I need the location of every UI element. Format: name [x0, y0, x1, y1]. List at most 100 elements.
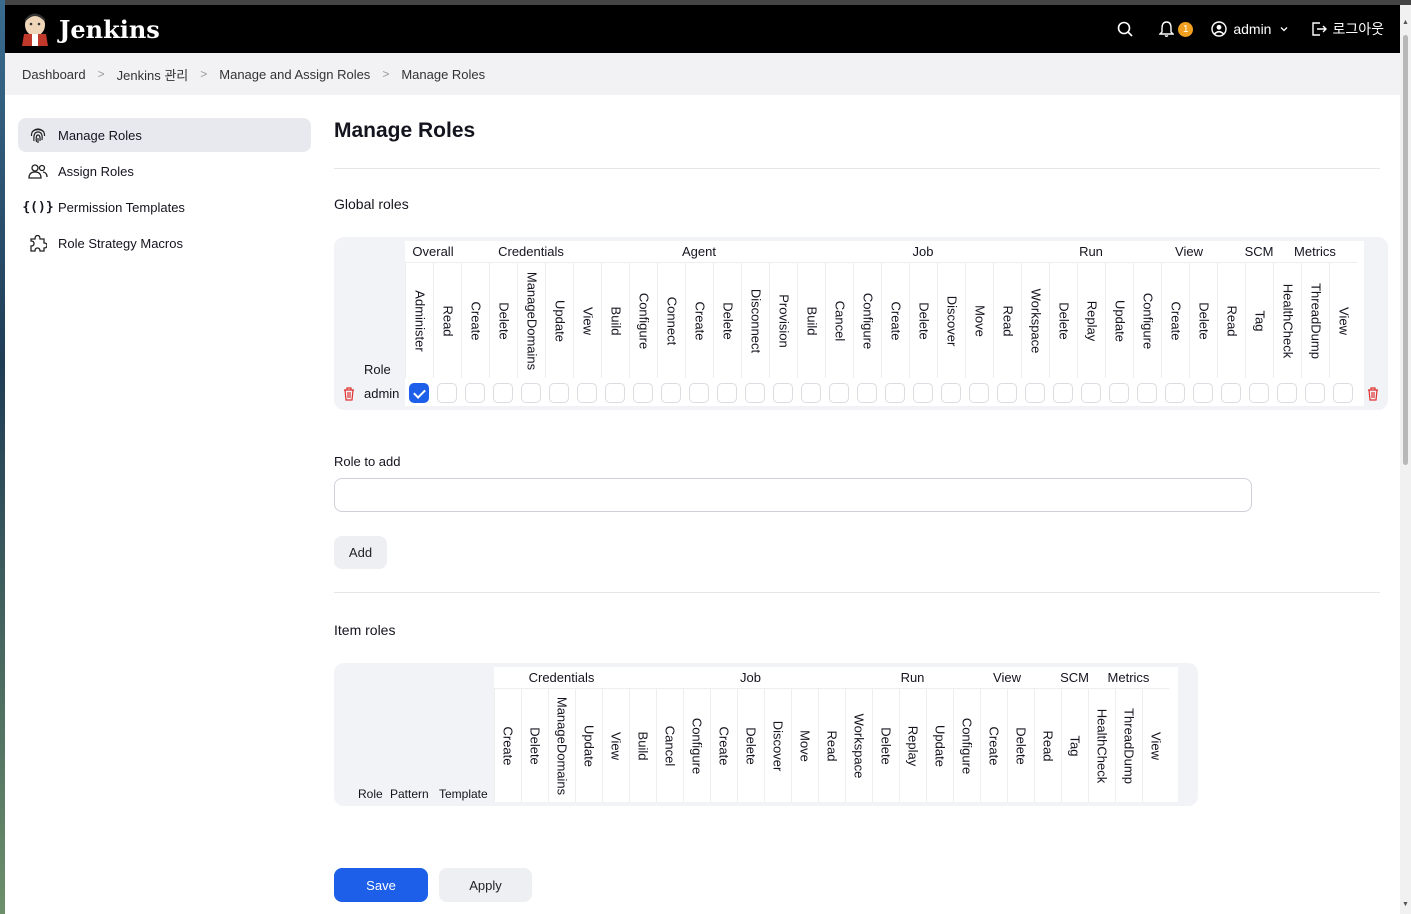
permission-checkbox-metrics-threaddump[interactable]: [1305, 383, 1325, 403]
permission-checkbox-agent-create[interactable]: [689, 383, 709, 403]
scroll-down-icon[interactable]: ▼: [1402, 901, 1409, 908]
permission-checkbox-job-delete[interactable]: [913, 383, 933, 403]
permission-checkbox-job-read[interactable]: [997, 383, 1017, 403]
permission-header-agent-disconnect: Disconnect: [741, 263, 769, 378]
sidebar-item-manage-roles[interactable]: Manage Roles: [18, 118, 311, 152]
category-header-view: View: [1133, 241, 1245, 263]
permission-header-run-delete: Delete: [1049, 263, 1077, 378]
breadcrumb-item-dashboard[interactable]: Dashboard: [22, 66, 86, 82]
permission-header-metrics-view: View: [1329, 263, 1357, 378]
permission-header-job-move: Move: [965, 263, 993, 378]
permission-checkbox-view-configure[interactable]: [1137, 383, 1157, 403]
sidebar-item-assign-roles[interactable]: Assign Roles: [18, 154, 311, 188]
permission-checkbox-credentials-delete[interactable]: [493, 383, 513, 403]
permission-header-job-configure: Configure: [683, 689, 710, 802]
permission-label: Create: [1168, 300, 1183, 341]
permission-label: ManageDomains: [554, 696, 570, 795]
permission-checkbox-view-read[interactable]: [1221, 383, 1241, 403]
scrollbar-thumb[interactable]: [1403, 35, 1408, 465]
permission-label: Discover: [944, 295, 959, 346]
add-role-button[interactable]: Add: [334, 536, 387, 569]
permission-checkbox-run-update[interactable]: [1109, 383, 1129, 403]
permission-label: HealthCheck: [1094, 708, 1110, 783]
notifications-button[interactable]: 1: [1159, 21, 1194, 37]
category-header-scm: SCM: [1245, 241, 1273, 263]
bell-icon: [1159, 21, 1175, 37]
delete-role-trash-icon[interactable]: [343, 387, 355, 401]
user-menu[interactable]: admin: [1211, 21, 1289, 37]
permission-checkbox-credentials-create[interactable]: [465, 383, 485, 403]
permission-checkbox-view-delete[interactable]: [1193, 383, 1213, 403]
logout-label: 로그아웃: [1332, 21, 1384, 37]
permission-checkbox-agent-connect[interactable]: [661, 383, 681, 403]
breadcrumb-item-manage-roles[interactable]: Manage Roles: [401, 66, 486, 82]
permission-label: Update: [581, 724, 597, 767]
permission-label: Read: [1224, 304, 1239, 337]
permission-header-credentials-update: Update: [545, 263, 573, 378]
permission-checkbox-job-cancel[interactable]: [829, 383, 849, 403]
permission-header-metrics-view: View: [1142, 689, 1169, 802]
logout-icon: [1312, 22, 1328, 36]
permission-checkbox-metrics-view[interactable]: [1333, 383, 1353, 403]
role-to-add-input[interactable]: [334, 478, 1252, 512]
permission-checkbox-agent-disconnect[interactable]: [745, 383, 765, 403]
permission-checkbox-job-discover[interactable]: [941, 383, 961, 403]
notification-badge: 1: [1178, 21, 1194, 37]
permission-label: Connect: [664, 296, 679, 345]
chevron-down-icon: [1281, 27, 1288, 32]
permission-header-scm-tag: Tag: [1245, 263, 1273, 378]
permission-label: Delete: [1056, 301, 1071, 340]
sidebar-item-label: Assign Roles: [58, 163, 134, 179]
delete-role-trash-icon[interactable]: [1367, 387, 1379, 401]
permission-checkbox-agent-build[interactable]: [605, 383, 625, 403]
permission-header-agent-create: Create: [685, 263, 713, 378]
permission-checkbox-credentials-update[interactable]: [549, 383, 569, 403]
permission-checkbox-view-create[interactable]: [1165, 383, 1185, 403]
permission-label: Workspace: [1028, 288, 1043, 353]
permission-checkbox-credentials-view[interactable]: [577, 383, 597, 403]
permission-header-overall-read: Read: [433, 263, 461, 378]
permission-label: Read: [824, 729, 840, 762]
window-top-edge: [0, 0, 1411, 5]
permission-label: Build: [608, 306, 623, 335]
permission-checkbox-credentials-managedomains[interactable]: [521, 383, 541, 403]
permission-checkbox-overall-administer[interactable]: [409, 383, 429, 403]
permission-label: HealthCheck: [1280, 283, 1295, 358]
permission-checkbox-job-workspace[interactable]: [1025, 383, 1045, 403]
scroll-up-icon[interactable]: ▲: [1402, 19, 1409, 26]
sidebar-item-permission-templates[interactable]: {()} Permission Templates: [18, 190, 311, 224]
permission-checkbox-run-replay[interactable]: [1081, 383, 1101, 403]
role-to-add-label: Role to add: [334, 454, 401, 469]
permission-header-credentials-delete: Delete: [489, 263, 517, 378]
logout-button[interactable]: 로그아웃: [1311, 19, 1384, 39]
permission-checkbox-job-build[interactable]: [801, 383, 821, 403]
permission-label: Configure: [636, 292, 651, 349]
sidebar-item-label: Manage Roles: [58, 127, 142, 143]
permission-checkbox-scm-tag[interactable]: [1249, 383, 1269, 403]
permission-header-credentials-view: View: [573, 263, 601, 378]
save-button[interactable]: Save: [334, 868, 428, 902]
breadcrumb-item-manage-assign-roles[interactable]: Manage and Assign Roles: [219, 66, 371, 82]
permission-checkbox-metrics-healthcheck[interactable]: [1277, 383, 1297, 403]
permission-header-agent-build: Build: [601, 263, 629, 378]
permission-checkbox-agent-configure[interactable]: [633, 383, 653, 403]
permission-checkbox-job-move[interactable]: [969, 383, 989, 403]
permission-checkbox-agent-provision[interactable]: [773, 383, 793, 403]
permission-header-credentials-update: Update: [575, 689, 602, 802]
search-button[interactable]: [1117, 21, 1133, 37]
breadcrumb: Dashboard > Jenkins 관리 > Manage and Assi…: [5, 53, 1400, 95]
permission-checkbox-job-create[interactable]: [885, 383, 905, 403]
permission-label: Create: [716, 725, 732, 766]
permission-checkbox-job-configure[interactable]: [857, 383, 877, 403]
sidebar-item-role-strategy-macros[interactable]: Role Strategy Macros: [18, 226, 311, 260]
page-scrollbar[interactable]: ▲ ▼: [1400, 5, 1411, 914]
item-permissions-grid: Credentials Create Delete ManageDomains Upda…: [494, 667, 1178, 802]
breadcrumb-item-manage-jenkins[interactable]: Jenkins 관리: [116, 67, 189, 83]
permission-header-metrics-threaddump: ThreadDump: [1115, 689, 1142, 802]
apply-button[interactable]: Apply: [439, 868, 532, 902]
jenkins-logo[interactable]: Jenkins: [21, 12, 160, 46]
permission-checkbox-run-delete[interactable]: [1053, 383, 1073, 403]
permission-checkbox-agent-delete[interactable]: [717, 383, 737, 403]
permission-header-job-read: Read: [993, 263, 1021, 378]
permission-checkbox-overall-read[interactable]: [437, 383, 457, 403]
